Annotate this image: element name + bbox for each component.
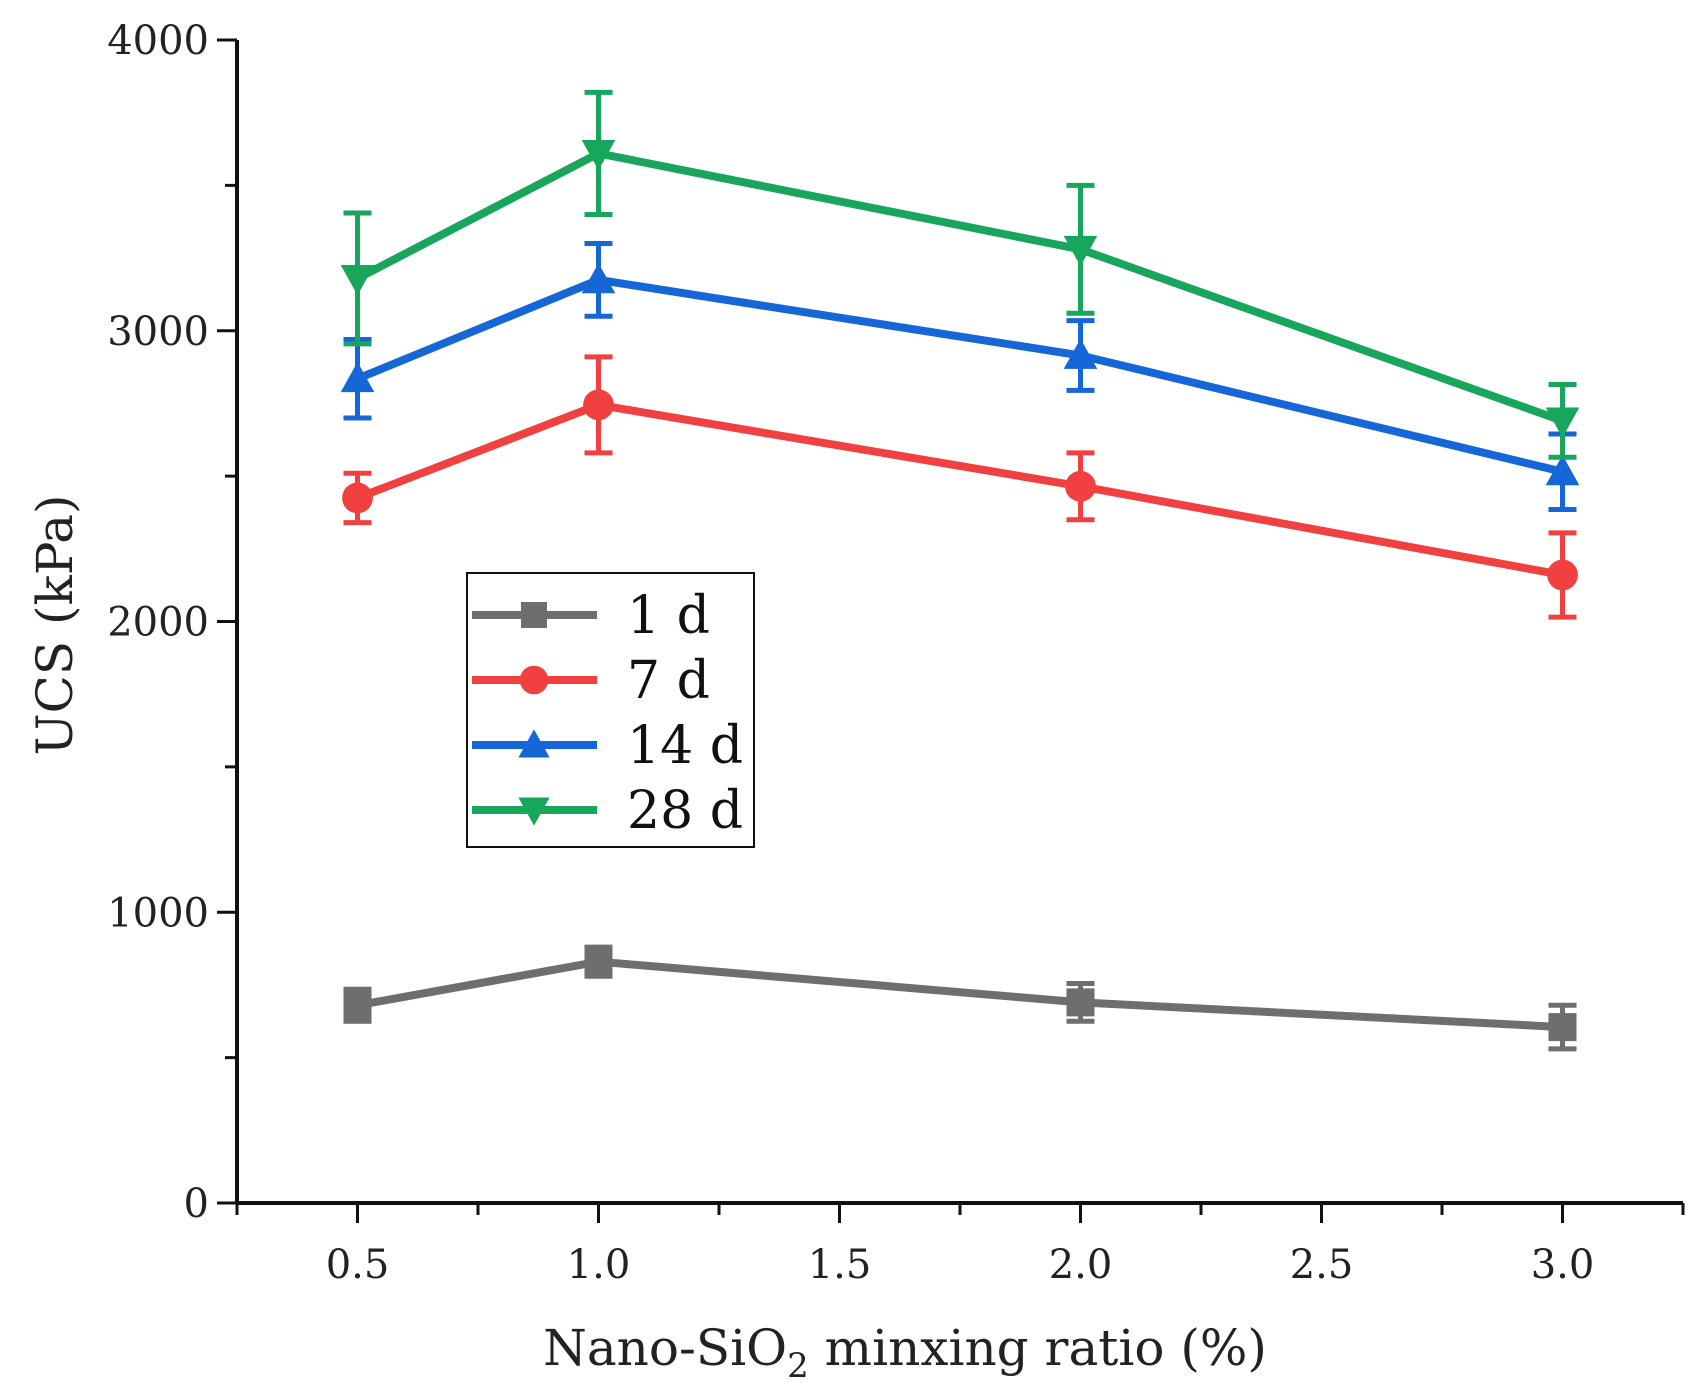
y-tick-label: 3000 [107, 309, 209, 355]
x-tick-label: 1.5 [808, 1242, 872, 1288]
legend: 1 d7 d14 d28 d [466, 572, 755, 848]
data-point [340, 361, 375, 393]
legend-item: 7 d [472, 651, 710, 711]
series-1-d [343, 944, 1577, 1052]
y-axis-title: UCS (kPa) [26, 494, 84, 755]
data-point [1548, 1013, 1577, 1042]
series-line [355, 275, 1564, 476]
data-point [1063, 235, 1098, 267]
data-point [1547, 559, 1578, 591]
data-point [1545, 407, 1580, 438]
legend-marker [518, 729, 550, 758]
data-point [1063, 338, 1098, 369]
y-tick-label: 1000 [107, 890, 209, 936]
data-point [1066, 988, 1095, 1017]
series-line [356, 957, 1563, 1032]
data-point [583, 389, 614, 421]
data-point [342, 482, 373, 514]
x-tick-label: 3.0 [1531, 1242, 1595, 1288]
legend-label: 1 d [627, 586, 710, 646]
y-tick-label: 0 [184, 1181, 209, 1227]
legend-item: 14 d [472, 716, 743, 776]
legend-item: 1 d [472, 586, 710, 646]
legend-marker [521, 602, 547, 628]
series-28-d [340, 89, 1580, 460]
series-line [356, 400, 1564, 579]
series-layer [340, 89, 1580, 1052]
series-7-d [342, 354, 1578, 620]
data-point [581, 139, 616, 171]
x-tick-label: 0.5 [326, 1242, 390, 1288]
x-tick-label: 2.0 [1049, 1242, 1113, 1288]
x-axis-title: Nano-SiO2 minxing ratio (%) [543, 1319, 1267, 1386]
series-line [355, 149, 1564, 425]
y-tick-label: 4000 [107, 18, 209, 64]
data-point [1065, 470, 1096, 502]
data-point [584, 947, 613, 976]
legend-label: 7 d [627, 651, 710, 711]
legend-marker [518, 797, 550, 826]
legend-item: 28 d [472, 781, 743, 841]
axes: 0 1000 2000 3000 4000 0.5 1.0 1.5 2.0 2.5 3.0 [107, 18, 1685, 1288]
data-point [343, 991, 372, 1020]
data-point [340, 264, 375, 296]
y-tick-label: 2000 [107, 600, 209, 646]
legend-label: 14 d [627, 716, 743, 776]
x-tick-label: 2.5 [1290, 1242, 1354, 1288]
data-point [1545, 454, 1580, 486]
x-tick-label: 1.0 [567, 1242, 631, 1288]
data-point [581, 263, 616, 294]
legend-marker [519, 665, 549, 695]
legend-label: 28 d [627, 781, 743, 841]
